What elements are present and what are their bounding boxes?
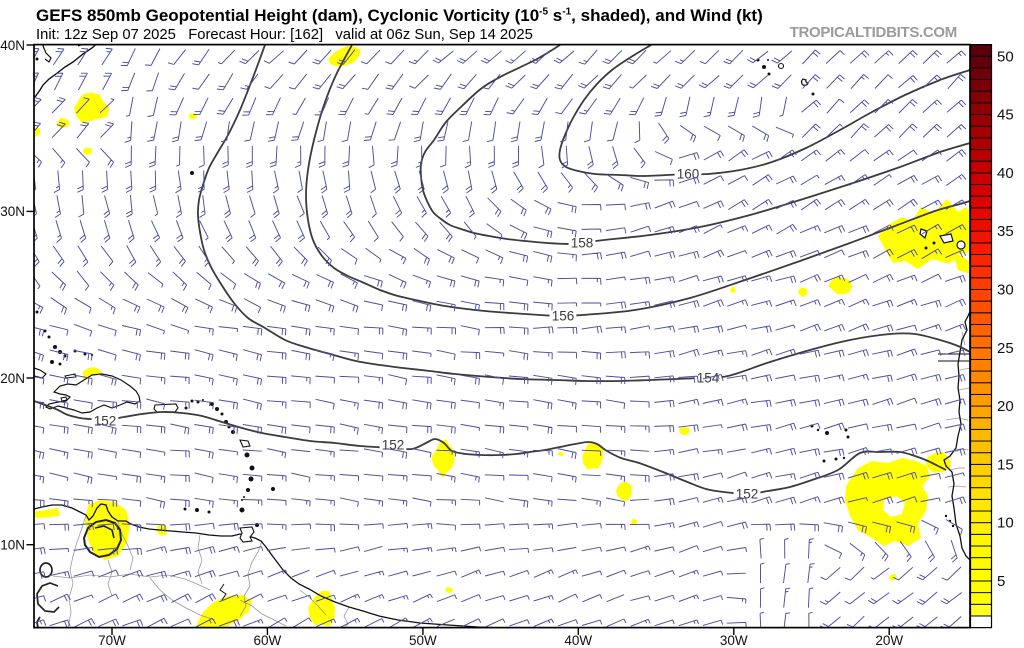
svg-text:50: 50: [997, 48, 1014, 65]
svg-text:152: 152: [382, 438, 405, 453]
svg-text:152: 152: [736, 487, 759, 502]
svg-text:40W: 40W: [564, 633, 592, 648]
svg-text:20: 20: [997, 398, 1014, 415]
svg-text:30N: 30N: [0, 204, 25, 219]
svg-text:25: 25: [997, 340, 1014, 357]
svg-text:156: 156: [552, 309, 575, 324]
svg-text:30W: 30W: [720, 633, 748, 648]
svg-text:10N: 10N: [0, 538, 25, 553]
svg-text:70W: 70W: [98, 633, 126, 648]
svg-text:15: 15: [997, 456, 1014, 473]
svg-text:50W: 50W: [409, 633, 437, 648]
svg-text:5: 5: [997, 573, 1005, 590]
svg-text:10: 10: [997, 515, 1014, 532]
svg-text:40: 40: [997, 165, 1014, 182]
svg-text:160: 160: [677, 167, 700, 182]
svg-text:35: 35: [997, 223, 1014, 240]
svg-text:20N: 20N: [0, 371, 25, 386]
svg-text:30: 30: [997, 282, 1014, 299]
svg-text:40N: 40N: [0, 38, 25, 53]
svg-text:20W: 20W: [875, 633, 903, 648]
svg-text:152: 152: [94, 414, 117, 429]
svg-text:45: 45: [997, 107, 1014, 124]
svg-text:60W: 60W: [254, 633, 282, 648]
svg-text:158: 158: [571, 236, 594, 251]
